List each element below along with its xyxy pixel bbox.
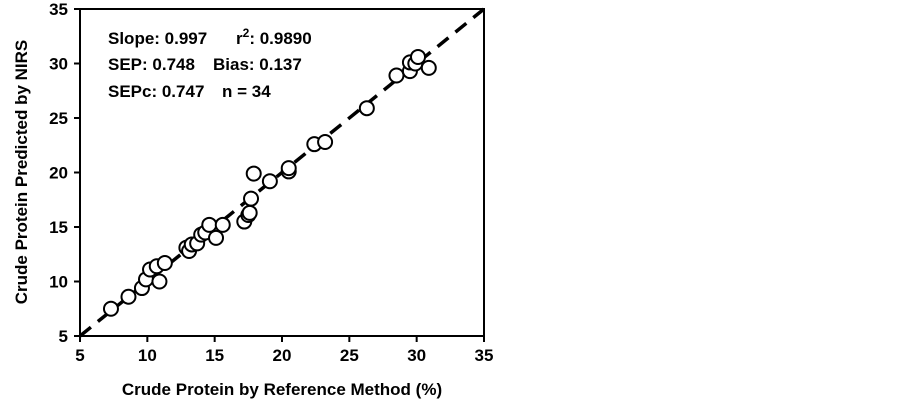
x-tick-label: 35: [475, 346, 494, 365]
y-tick-label: 25: [49, 109, 68, 128]
x-tick-label: 10: [138, 346, 157, 365]
y-tick-label: 20: [49, 164, 68, 183]
data-point: [388, 67, 405, 84]
data-point: [102, 300, 119, 317]
x-axis-title: Crude Protein by Reference Method (%): [122, 380, 442, 399]
data-point: [358, 100, 375, 117]
data-point: [243, 190, 260, 207]
sepc-label: SEPc: 0.747: [108, 82, 204, 101]
y-axis: 5 10 15 20 25 30 35: [49, 0, 80, 346]
statistics-annotation: Slope: 0.997 r2: 0.9890 SEP: 0.748 Bias:…: [108, 26, 312, 101]
y-tick-label: 15: [49, 218, 68, 237]
x-tick-label: 15: [205, 346, 224, 365]
y-tick-label: 5: [59, 327, 68, 346]
data-point: [120, 288, 137, 305]
r2-label: r2: 0.9890: [236, 26, 312, 48]
data-point: [317, 133, 334, 150]
data-points: [102, 48, 437, 317]
data-point: [410, 48, 427, 65]
data-point: [151, 273, 168, 290]
data-point: [201, 216, 218, 233]
n-label: n = 34: [222, 82, 271, 101]
x-tick-label: 20: [273, 346, 292, 365]
data-point: [261, 173, 278, 190]
sep-label: SEP: 0.748: [108, 55, 195, 74]
data-point: [156, 254, 173, 271]
y-tick-label: 10: [49, 273, 68, 292]
y-tick-label: 35: [49, 0, 68, 19]
r2-superscript: 2: [243, 26, 250, 40]
y-tick-label: 30: [49, 55, 68, 74]
r2-prefix: r: [236, 29, 243, 48]
data-point: [208, 229, 225, 246]
x-tick-label: 25: [340, 346, 359, 365]
r2-value: : 0.9890: [249, 29, 311, 48]
data-point: [280, 160, 297, 177]
x-axis: 5 10 15 20 25 30 35: [75, 336, 493, 365]
x-tick-label: 5: [75, 346, 84, 365]
bias-label: Bias: 0.137: [213, 55, 302, 74]
data-point: [245, 165, 262, 182]
data-point: [214, 216, 231, 233]
slope-label: Slope: 0.997: [108, 29, 207, 48]
data-point: [241, 204, 258, 221]
y-axis-title: Crude Protein Predicted by NIRS: [12, 40, 31, 305]
x-tick-label: 30: [407, 346, 426, 365]
data-point: [420, 59, 437, 76]
